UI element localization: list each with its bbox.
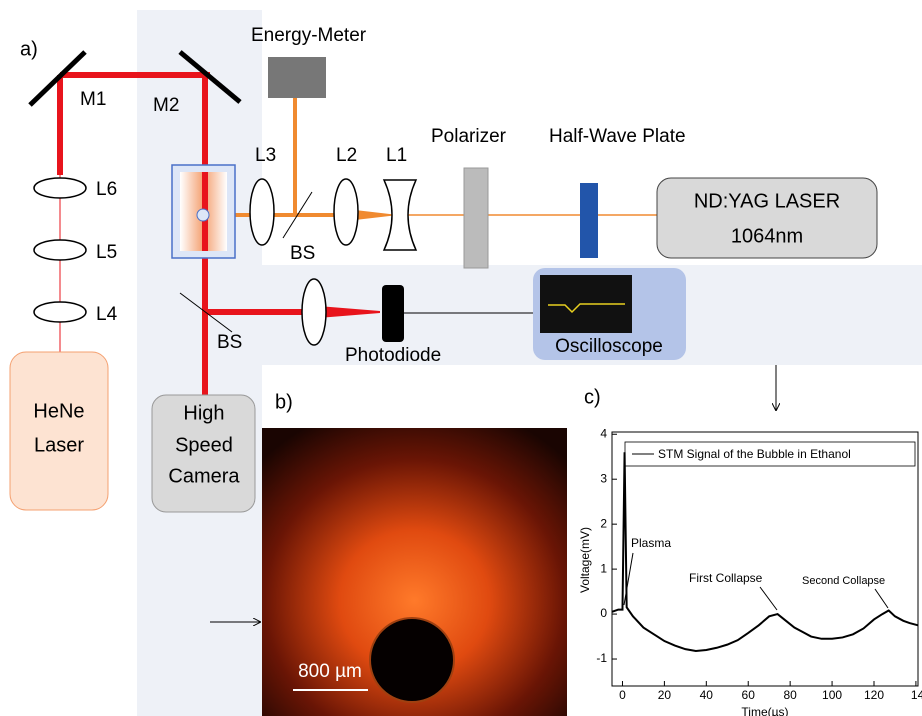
annotation: First Collapse <box>689 571 763 585</box>
label: L5 <box>96 242 117 263</box>
lens <box>334 179 358 245</box>
figure: a) M1 M2 Energy-Meter L3 L2 L1 Polarizer… <box>0 0 922 716</box>
label: Laser <box>34 434 84 456</box>
panel-label: a) <box>20 38 38 60</box>
signal-chart: STM Signal of the Bubble in Ethanol Plas… <box>578 426 922 716</box>
annotation: Plasma <box>631 536 671 550</box>
y-tick-label: 1 <box>600 561 607 575</box>
panel-label: b) <box>275 391 293 413</box>
y-tick-label: 4 <box>600 426 607 440</box>
x-tick-label: 0 <box>619 688 626 702</box>
label: L3 <box>255 145 276 166</box>
label: L1 <box>386 145 407 166</box>
y-tick-label: -1 <box>596 651 607 665</box>
label: L2 <box>336 145 357 166</box>
x-tick-label: 100 <box>822 688 842 702</box>
label: BS <box>217 332 242 353</box>
label: BS <box>290 243 315 264</box>
y-tick-label: 0 <box>600 606 607 620</box>
x-tick-label: 14 <box>911 688 922 702</box>
label: Polarizer <box>431 126 507 147</box>
page: {"diagram": {"a_label": "a)", "m1": "M1"… <box>0 0 922 716</box>
label: Half-Wave Plate <box>549 126 686 147</box>
half-wave-plate <box>580 183 598 258</box>
y-tick-label: 2 <box>600 516 607 530</box>
label: ND:YAG LASER <box>694 190 840 212</box>
label: M1 <box>80 89 106 110</box>
lens <box>34 178 86 198</box>
label: Oscilloscope <box>555 336 663 357</box>
label: L4 <box>96 304 118 325</box>
lens <box>34 302 86 322</box>
y-axis-label: Voltage(mV) <box>578 527 592 593</box>
hene-laser <box>10 352 108 510</box>
lens <box>250 179 274 245</box>
plot-frame <box>612 432 918 686</box>
label: M2 <box>153 95 179 116</box>
label: Photodiode <box>345 345 441 366</box>
x-axis-label: Time(µs) <box>741 705 788 716</box>
label: Speed <box>175 434 233 456</box>
x-tick-label: 20 <box>658 688 672 702</box>
label: High <box>183 402 224 424</box>
x-tick-label: 120 <box>864 688 884 702</box>
x-tick-label: 80 <box>783 688 797 702</box>
label: Camera <box>168 465 240 487</box>
x-tick-label: 40 <box>700 688 714 702</box>
photodiode <box>382 285 404 342</box>
label: 1064nm <box>731 225 803 247</box>
label: HeNe <box>33 400 84 422</box>
bubble <box>197 209 209 221</box>
lens <box>302 279 326 345</box>
label: L6 <box>96 179 117 200</box>
energy-meter <box>268 57 326 98</box>
lens <box>34 240 86 260</box>
label: Energy-Meter <box>251 25 367 46</box>
bubble-shadow <box>370 618 454 702</box>
legend-label: STM Signal of the Bubble in Ethanol <box>658 447 851 461</box>
polarizer <box>464 168 488 268</box>
annotation: Second Collapse <box>802 575 885 587</box>
panel-label: c) <box>584 386 601 408</box>
x-tick-label: 60 <box>742 688 756 702</box>
y-tick-label: 3 <box>600 471 607 485</box>
scale-label: 800 µm <box>298 661 362 682</box>
